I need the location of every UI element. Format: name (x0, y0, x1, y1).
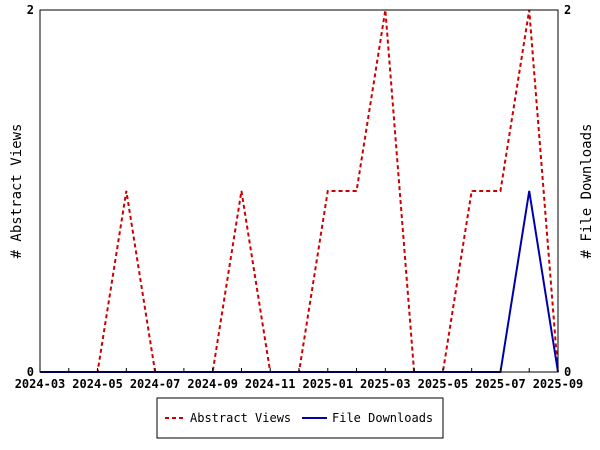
x-tick-label: 2024-09 (187, 377, 238, 391)
x-tick-label: 2025-03 (360, 377, 411, 391)
y-tick-right-0: 0 (564, 365, 571, 379)
y-axis-label: # Abstract Views (9, 124, 25, 259)
x-tick-label: 2024-11 (245, 377, 296, 391)
data-point (471, 190, 473, 192)
x-tick-label: 2024-05 (72, 377, 123, 391)
x-tick-label: 2025-07 (475, 377, 526, 391)
x-tick-label: 2025-09 (533, 377, 584, 391)
data-point (125, 190, 127, 192)
x-tick-label: 2025-01 (302, 377, 353, 391)
data-point (240, 190, 242, 192)
data-point (528, 190, 530, 192)
x-tick-label: 2025-05 (418, 377, 469, 391)
series-line-abstract-views (40, 9, 559, 373)
y-tick-left-0: 0 (27, 365, 34, 379)
series-line-file-downloads (40, 190, 559, 373)
y2-axis-label: # File Downloads (579, 124, 595, 259)
legend-label-file-downloads: File Downloads (332, 411, 433, 425)
data-point (499, 190, 501, 192)
data-point (356, 190, 358, 192)
y-tick-right-2: 2 (564, 3, 571, 17)
legend-label-abstract-views: Abstract Views (190, 411, 291, 425)
x-tick-label: 2024-03 (15, 377, 66, 391)
x-tick-label: 2024-07 (130, 377, 181, 391)
y-tick-left-2: 2 (27, 3, 34, 17)
legend: Abstract Views File Downloads (156, 397, 444, 439)
data-point (327, 190, 329, 192)
